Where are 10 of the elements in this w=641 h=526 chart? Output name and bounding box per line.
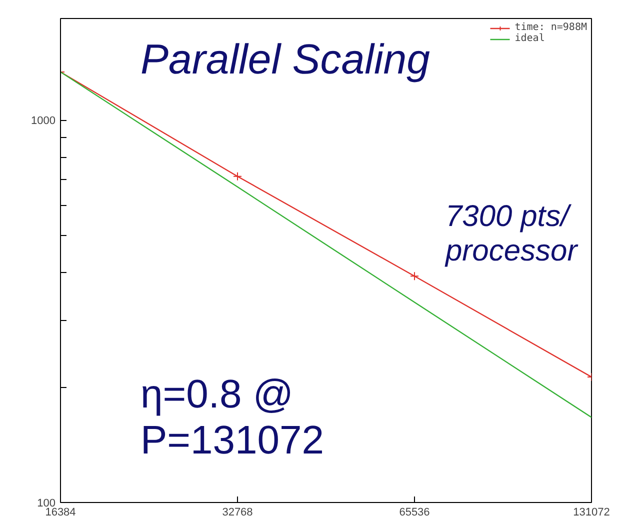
x-tick-label: 32768: [222, 506, 253, 518]
x-tick-label: 131072: [573, 506, 610, 518]
annotation: η=0.8 @ P=131072: [140, 372, 324, 462]
chart-title: Parallel Scaling: [140, 36, 430, 82]
legend-label: ideal: [514, 33, 545, 44]
y-tick-label: 1000: [31, 115, 56, 128]
legend-label: time: n=988M: [514, 22, 587, 33]
x-tick-label: 16384: [45, 506, 76, 518]
x-tick-label: 65536: [399, 506, 430, 518]
annotation: 7300 pts/ processor: [444, 200, 578, 268]
